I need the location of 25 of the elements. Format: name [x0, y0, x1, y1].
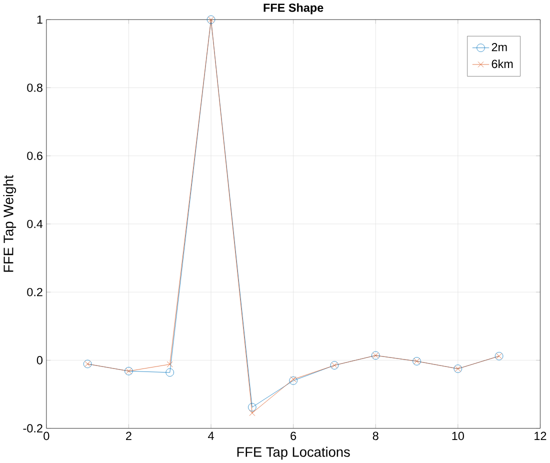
y-axis-title: FFE Tap Weight [3, 175, 16, 272]
y-tick-label: -0.2 [23, 424, 42, 433]
legend-label: 6km [492, 60, 513, 68]
y-tick-label: 0.6 [27, 152, 42, 160]
point [166, 361, 173, 368]
x-tick-label: 2 [126, 432, 132, 440]
point [248, 403, 256, 412]
y-tick-label: 0.8 [27, 84, 42, 92]
chart-title: FFE Shape [264, 3, 324, 14]
point [290, 376, 296, 382]
y-tick-label: 1 [37, 16, 42, 24]
x-axis-title: FFE Tap Locations [237, 446, 350, 460]
y-tick-label: 0.4 [27, 220, 43, 228]
legend-label: 2m [492, 43, 507, 52]
x-tick-label: 6 [290, 432, 296, 440]
x-tick-label: 8 [372, 432, 378, 440]
y-tick-label: 0.2 [27, 288, 42, 296]
x-tick-label: 10 [452, 432, 464, 440]
x-tick-label: 0 [44, 432, 50, 440]
point [289, 376, 298, 385]
point [166, 368, 174, 377]
point [249, 410, 256, 416]
y-tick-label: 0 [36, 356, 43, 364]
x-tick-label: 12 [534, 432, 546, 440]
x-tick-label: 4 [208, 432, 214, 440]
